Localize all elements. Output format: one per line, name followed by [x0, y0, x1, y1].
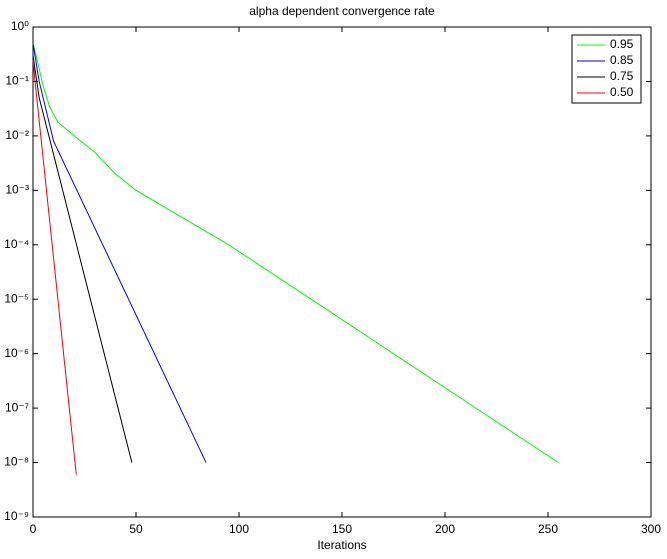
- legend-box: [571, 34, 642, 104]
- series-line: [32, 59, 77, 475]
- x-tick-label: 250: [538, 522, 558, 536]
- y-tick-label: 10⁻⁸: [4, 455, 29, 469]
- y-tick-label: 10⁻³: [5, 183, 29, 197]
- legend-label: 0.75: [610, 69, 634, 83]
- series-line: [32, 55, 133, 463]
- y-tick-label: 10⁰: [11, 19, 29, 33]
- chart-title: alpha dependent convergence rate: [249, 4, 435, 18]
- x-tick-label: 100: [229, 522, 249, 536]
- legend-label: 0.85: [610, 53, 634, 67]
- y-tick-label: 10⁻¹: [5, 74, 29, 88]
- x-tick-label: 150: [332, 522, 352, 536]
- x-tick-label: 300: [641, 522, 661, 536]
- y-tick-label: 10⁻²: [5, 128, 29, 142]
- series-line: [32, 43, 207, 463]
- y-tick-label: 10⁻⁷: [5, 400, 29, 414]
- x-axis-label: Iterations: [317, 538, 366, 552]
- legend-label: 0.50: [610, 85, 634, 99]
- x-tick-label: 50: [129, 522, 143, 536]
- y-tick-label: 10⁻⁶: [4, 346, 29, 360]
- legend-label: 0.95: [610, 37, 634, 51]
- y-tick-label: 10⁻⁹: [4, 509, 29, 523]
- x-tick-label: 200: [435, 522, 455, 536]
- x-tick-label: 0: [30, 522, 37, 536]
- y-tick-label: 10⁻⁴: [4, 237, 29, 251]
- y-tick-label: 10⁻⁵: [4, 291, 29, 305]
- series-line: [32, 43, 559, 463]
